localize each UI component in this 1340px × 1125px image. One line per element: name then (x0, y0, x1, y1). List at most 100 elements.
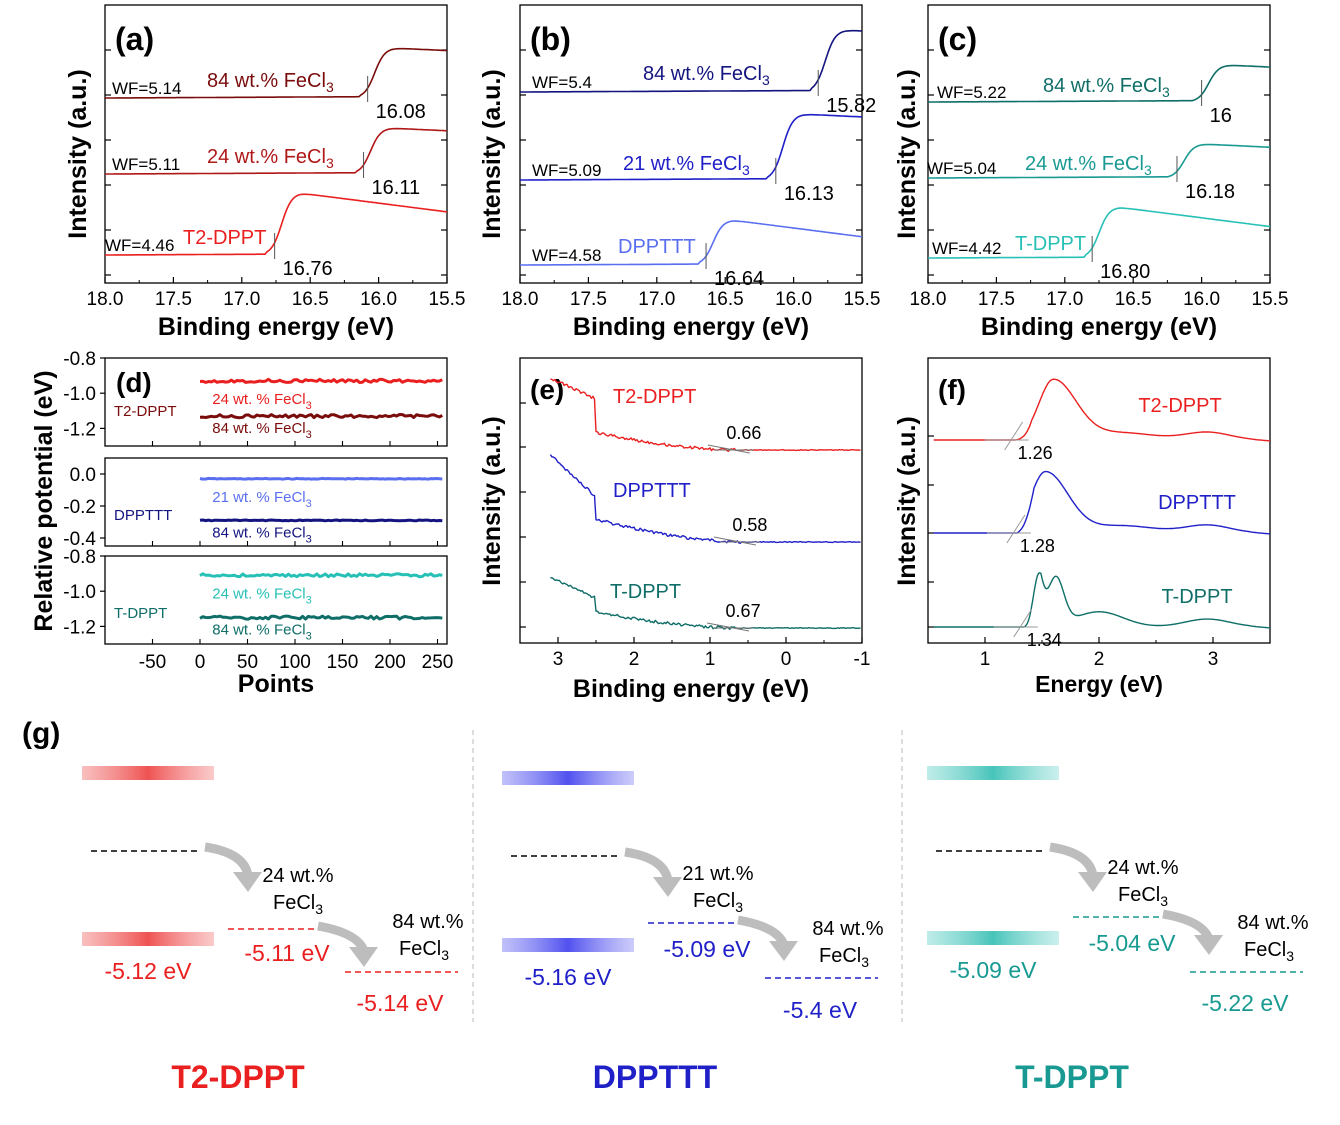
panel-g-2-lumo-band (927, 766, 1059, 780)
panel-e-series-2-fit-a (707, 623, 749, 631)
panel-d-sub-2-series-0-line (200, 574, 442, 577)
panel-g-1-pristine-value: -5.16 eV (525, 964, 613, 990)
panel-a-x-tick-label-1: 17.5 (155, 289, 192, 310)
panel-b-series-2-cutoff-label: 16.64 (714, 268, 764, 290)
panel-d-sub-0-ytick-label-2: -1.2 (63, 419, 96, 440)
panel-e-series-1-name: DPPTTT (613, 480, 691, 502)
panel-d-sub-1-series-0-line (200, 478, 442, 479)
panel-g-2-step1-value: -5.04 eV (1089, 930, 1177, 956)
panel-g-0-step1-line1: 24 wt.% (262, 865, 333, 887)
panel-c-series-1-cutoff-label: 16.18 (1185, 181, 1235, 203)
panel-g-0-arrow-1-shaft (205, 847, 248, 876)
panel-a-series-0-cutoff-label: 16.08 (376, 101, 426, 123)
panel-a-series-0-name: 84 wt.% FeCl3 (207, 70, 334, 95)
panel-g-0-arrow-2-head (349, 947, 378, 967)
panel-c-series-2-cutoff-label: 16.80 (1100, 261, 1150, 283)
panel-g-1-arrow-1-head (653, 877, 682, 897)
panel-e-label: (e) (530, 374, 564, 405)
panel-g-0-step2-line1: 84 wt.% (392, 911, 463, 933)
panel-d-sub-2-ytick-label-2: -1.2 (63, 617, 96, 638)
panel-b-series-2-name: DPPTTT (618, 236, 696, 258)
panel-g-2-step1-fecl: FeCl3 (1118, 884, 1168, 909)
panel-b-series-1-cutoff-label: 16.13 (784, 183, 834, 205)
panel-g-2-arrow-1-head (1078, 872, 1107, 892)
panel-c-x-tick-label-1: 17.5 (978, 289, 1015, 310)
panel-a-x-tick-label-3: 16.5 (292, 289, 329, 310)
panel-a-xlabel: Binding energy (eV) (158, 313, 394, 341)
panel-d-sub-2-series-1-label: 84 wt. % FeCl3 (212, 622, 312, 643)
panel-e-series-0-line (550, 379, 860, 451)
panel-g-1-step1-value: -5.09 eV (664, 936, 752, 962)
panel-f-x-tick-label-2: 3 (1208, 649, 1219, 670)
panel-d-xlabel: Points (238, 670, 314, 698)
panel-g-2-step2-fecl: FeCl3 (1244, 939, 1294, 964)
panel-d-sub-1-series-1-line (200, 520, 442, 521)
panel-g-1-step1-fecl: FeCl3 (693, 890, 743, 915)
panel-d-sub-0-ytick-label-0: -0.8 (63, 349, 96, 370)
panel-e-x-tick-label-3: 0 (781, 649, 792, 670)
panel-c-label: (c) (938, 21, 977, 57)
panel-d-ylabel: Relative potential (eV) (30, 370, 58, 631)
panel-d-sub-1-ytick-label-1: -0.2 (63, 497, 96, 518)
panel-g-2-step2-value: -5.22 eV (1202, 990, 1290, 1016)
panel-d-sub-0-material: T2-DPPT (114, 403, 177, 420)
panel-f-series-2-gap-label: 1.34 (1027, 630, 1062, 650)
panel-g-1-arrow-2-head (769, 941, 798, 961)
panel-d-xtick-label-4: 150 (327, 652, 359, 673)
panel-a-x-tick-label-2: 17.0 (223, 289, 260, 310)
panel-c-series-2-name: T-DPPT (1015, 233, 1086, 255)
panel-e-x-tick-label-2: 1 (705, 649, 716, 670)
panel-d-sub-0-series-0-line (200, 379, 442, 382)
panel-g-1-step2-line1: 84 wt.% (812, 918, 883, 940)
panel-g-2-material-title: T-DPPT (1015, 1059, 1129, 1095)
panel-g-1-arrow-1-shaft (625, 852, 668, 881)
panel-c-xlabel: Binding energy (eV) (981, 313, 1217, 341)
panel-b-series-1-name: 21 wt.% FeCl3 (623, 153, 750, 178)
panel-d-xtick-label-6: 250 (422, 652, 454, 673)
panel-d-sub-2-material: T-DPPT (114, 605, 167, 622)
panel-d-sub-1-series-0-label: 21 wt. % FeCl3 (212, 489, 312, 510)
panel-c-x-tick-label-0: 18.0 (910, 289, 947, 310)
panel-d-xtick-label-0: -50 (139, 652, 166, 673)
panel-a-label: (a) (115, 21, 154, 57)
panel-g-1-step1-line1: 21 wt.% (682, 863, 753, 885)
panel-a-series-1-cutoff-label: 16.11 (372, 177, 421, 199)
panel-e-series-1-fit-a (714, 537, 756, 545)
panel-f-ylabel: Intensity (a.u.) (893, 416, 921, 585)
panel-d-sub-0-ytick-label-1: -1.0 (63, 384, 96, 405)
panel-a-x-tick-label-5: 15.5 (429, 289, 466, 310)
panel-d-sub-2-series-0-label: 24 wt. % FeCl3 (212, 585, 312, 606)
panel-e-x-tick-label-1: 2 (629, 649, 640, 670)
panel-g-2-pristine-value: -5.09 eV (950, 957, 1038, 983)
panel-d-sub-1-series-1-label: 84 wt. % FeCl3 (212, 524, 312, 545)
panel-e-xlabel: Binding energy (eV) (573, 675, 809, 703)
panel-g-0-step2-value: -5.14 eV (357, 990, 445, 1016)
panel-g-0-step2-fecl: FeCl3 (399, 938, 449, 963)
panel-e-ylabel: Intensity (a.u.) (478, 416, 506, 585)
panel-c-series-2-wf: WF=4.42 (932, 239, 1001, 258)
panel-e-series-2-name: T-DPPT (610, 581, 681, 603)
panel-g-0-step1-value: -5.11 eV (244, 940, 330, 966)
panel-e-series-1-line (550, 455, 860, 544)
panel-d-sub-0-series-0-label: 24 wt. % FeCl3 (212, 391, 312, 412)
panel-c-series-1-name: 24 wt.% FeCl3 (1025, 153, 1152, 178)
panel-f-series-1-name: DPPTTT (1158, 492, 1236, 514)
panel-d-xtick-label-5: 200 (374, 652, 406, 673)
panel-g-0-step1-fecl: FeCl3 (273, 892, 323, 917)
panel-b-x-tick-label-0: 18.0 (502, 289, 539, 310)
panel-g-2-homo-band (927, 931, 1059, 945)
panel-f-series-0-gap-label: 1.26 (1018, 443, 1053, 463)
panel-e-series-0-onset-label: 0.66 (726, 423, 761, 443)
panel-e-series-2-onset-label: 0.67 (726, 601, 761, 621)
panel-g-1-step2-value: -5.4 eV (783, 997, 858, 1023)
panel-a-series-2-name: T2-DPPT (183, 227, 266, 249)
panel-a-series-2-wf: WF=4.46 (105, 236, 174, 255)
panel-a-x-tick-label-0: 18.0 (87, 289, 124, 310)
panel-c-series-0-cutoff-label: 16 (1210, 105, 1232, 127)
panel-g-0-lumo-band (82, 766, 214, 780)
panel-g-1-homo-band (502, 938, 634, 952)
panel-c-series-0-name: 84 wt.% FeCl3 (1043, 75, 1170, 100)
panel-g-0-material-title: T2-DPPT (171, 1059, 305, 1095)
panel-a-series-0-wf: WF=5.14 (112, 79, 181, 98)
panel-d-xtick-label-1: 0 (195, 652, 206, 673)
